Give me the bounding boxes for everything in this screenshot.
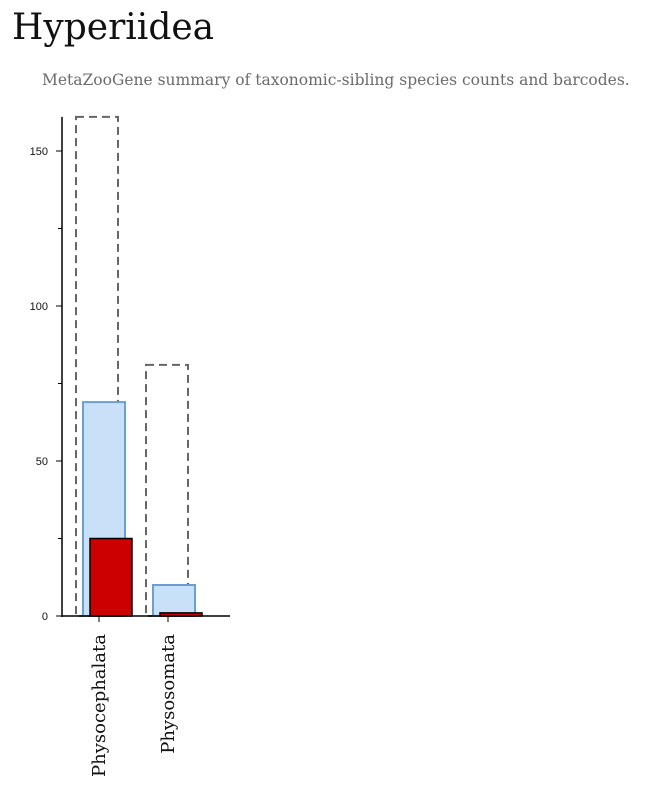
bar-physocephalata-series-3 — [89, 537, 133, 617]
bar-physosomata-series-2 — [152, 584, 196, 617]
y-tick-label-150: 150 — [30, 146, 48, 158]
page-subtitle: MetaZooGene summary of taxonomic-sibling… — [42, 71, 630, 89]
y-tick-label-100: 100 — [30, 301, 48, 313]
y-tick-label-50: 50 — [36, 456, 48, 468]
y-tick-label-0: 0 — [42, 611, 48, 623]
x-tick-label-physocephalata: Physocephalata — [89, 634, 110, 777]
page-title: Hyperiidea — [12, 7, 215, 48]
bar-physosomata-series-1 — [145, 363, 189, 617]
x-tick-label-physosomata: Physosomata — [158, 634, 179, 754]
